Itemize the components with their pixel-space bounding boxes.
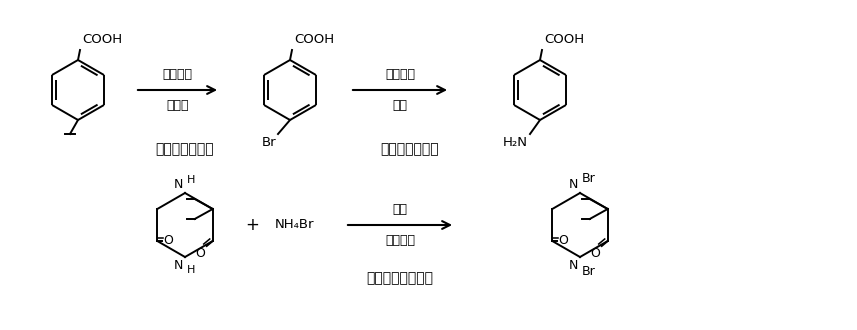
Text: Br: Br xyxy=(582,172,596,185)
Text: O: O xyxy=(590,247,600,260)
Text: H: H xyxy=(187,265,195,275)
Text: 溴代试剂合成反应: 溴代试剂合成反应 xyxy=(367,271,434,285)
Text: Br: Br xyxy=(582,265,596,278)
Text: COOH: COOH xyxy=(82,33,123,46)
Text: Br: Br xyxy=(261,136,276,149)
Text: NH₄Br: NH₄Br xyxy=(275,218,315,232)
Text: +: + xyxy=(245,216,259,234)
Text: N: N xyxy=(569,178,578,191)
Text: O: O xyxy=(558,235,568,248)
Text: 过氧化氢: 过氧化氢 xyxy=(385,234,415,247)
Text: 引发剂: 引发剂 xyxy=(166,99,189,112)
Text: H: H xyxy=(187,175,195,185)
Text: 氨水: 氨水 xyxy=(393,99,407,112)
Text: O: O xyxy=(195,247,205,260)
Text: H₂N: H₂N xyxy=(503,136,528,149)
Text: N: N xyxy=(174,178,183,191)
Text: 二溴海因: 二溴海因 xyxy=(163,68,193,81)
Text: O: O xyxy=(164,235,173,248)
Text: 第二步氨化反应: 第二步氨化反应 xyxy=(381,142,440,156)
Text: COOH: COOH xyxy=(544,33,584,46)
Text: 碳酸氢铵: 碳酸氢铵 xyxy=(385,68,415,81)
Text: 盐酸: 盐酸 xyxy=(393,203,407,216)
Text: N: N xyxy=(569,259,578,272)
Text: COOH: COOH xyxy=(294,33,334,46)
Text: N: N xyxy=(174,259,183,272)
Text: 第一步溴代反应: 第一步溴代反应 xyxy=(156,142,214,156)
